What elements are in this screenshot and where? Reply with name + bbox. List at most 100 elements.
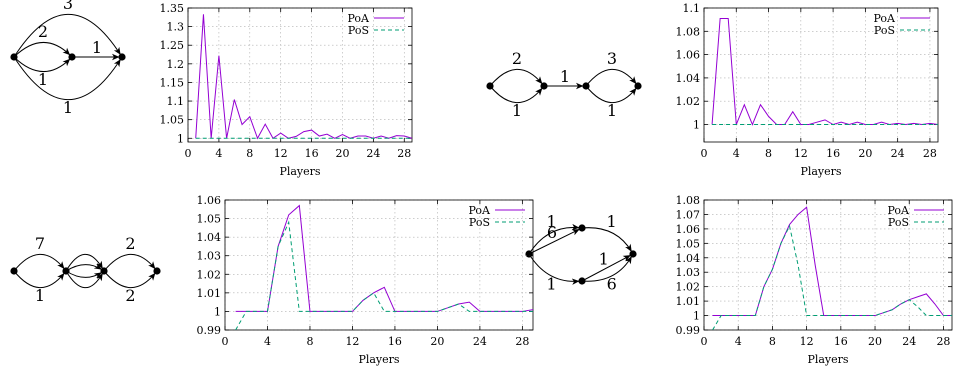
- y-tick-label: 1: [693, 119, 700, 132]
- y-tick-label: 1.06: [197, 194, 222, 207]
- x-axis-label: Players: [800, 165, 841, 178]
- x-tick-label: 12: [345, 335, 359, 348]
- graph-node: [578, 277, 586, 285]
- edge-cost-label: 1: [546, 212, 556, 231]
- edge-cost-label: 1: [599, 249, 609, 268]
- graph-node: [578, 224, 586, 232]
- x-tick-label: 28: [397, 147, 411, 160]
- series-line-poa: [711, 17, 938, 126]
- graph-node: [153, 267, 161, 275]
- graph-edge: [65, 262, 102, 272]
- x-tick-label: 4: [264, 335, 271, 348]
- x-tick-label: 8: [769, 335, 776, 348]
- series-line-pos: [235, 220, 533, 330]
- chart-bottom-right: 0 4 8 12 16 20 24 280.9911.011.021.031.041.051.…: [676, 194, 953, 366]
- legend-label-poa: PoA: [347, 12, 370, 25]
- x-tick-label: 16: [834, 335, 848, 348]
- graph-edge: [528, 223, 580, 255]
- graph-edge: [585, 68, 637, 87]
- y-tick-label: 1: [214, 305, 221, 318]
- chart-top-right: 0 4 8 12 16 20 24 28 1 1.02 1.04 1.06 1.08 1.1 Players…: [676, 2, 939, 178]
- x-tick-label: 20: [430, 335, 444, 348]
- x-tick-label: 4: [735, 335, 742, 348]
- series-line-poa: [195, 14, 412, 140]
- y-tick-label: 1.3: [167, 21, 185, 34]
- y-tick-label: 1.25: [160, 39, 185, 52]
- graph-edge: [65, 270, 103, 289]
- x-tick-label: 24: [366, 147, 380, 160]
- y-tick-label: 1.35: [160, 2, 185, 15]
- y-tick-label: 1: [177, 132, 184, 145]
- y-tick-label: 1.04: [676, 72, 701, 85]
- graph-node: [486, 82, 494, 90]
- graph-edge: [13, 42, 71, 58]
- graph-edge: [13, 270, 65, 289]
- x-tick-label: 16: [826, 147, 840, 160]
- y-tick-label: 0.99: [197, 324, 222, 337]
- graph-edge: [13, 14, 121, 58]
- graph-node: [634, 82, 642, 90]
- x-tick-label: 16: [388, 335, 402, 348]
- x-tick-label: 0: [222, 335, 229, 348]
- graph-edge: [528, 228, 580, 255]
- x-tick-label: 20: [868, 335, 882, 348]
- x-tick-label: 4: [215, 147, 222, 160]
- x-tick-label: 0: [701, 147, 708, 160]
- edge-cost-label: 1: [92, 38, 102, 57]
- graph-edge: [13, 56, 71, 72]
- series-line-pos: [712, 224, 952, 330]
- y-tick-label: 1.04: [197, 231, 222, 244]
- y-tick-label: 1.03: [197, 250, 222, 263]
- graph-edge: [585, 85, 637, 104]
- series-line-poa: [712, 206, 952, 317]
- legend-label-poa: PoA: [887, 204, 910, 217]
- legend-label-pos: PoS: [888, 216, 909, 229]
- x-tick-label: 12: [800, 335, 814, 348]
- x-tick-label: 24: [891, 147, 905, 160]
- plot-frame: [703, 7, 939, 143]
- y-tick-label: 1.07: [676, 208, 701, 221]
- x-tick-label: 28: [923, 147, 937, 160]
- x-tick-label: 4: [733, 147, 740, 160]
- graph-node: [10, 53, 18, 61]
- graph-2: 7 1 2 2: [10, 234, 161, 305]
- y-tick-label: 1.02: [197, 268, 222, 281]
- edge-cost-label: 2: [512, 49, 522, 68]
- graph-edge: [581, 254, 631, 282]
- plot-frame: [224, 199, 534, 331]
- graph-node: [68, 53, 76, 61]
- plot-frame: [187, 7, 413, 143]
- x-tick-label: 28: [515, 335, 529, 348]
- y-tick-label: 0.99: [676, 324, 701, 337]
- y-tick-label: 1: [693, 310, 700, 323]
- x-tick-label: 0: [701, 335, 708, 348]
- graph-edge: [13, 56, 121, 100]
- graph-edge: [528, 253, 580, 285]
- legend-label-pos: PoS: [469, 216, 490, 229]
- y-tick-label: 1.1: [683, 2, 701, 15]
- legend-label-poa: PoA: [873, 12, 896, 25]
- edge-cost-label: 1: [607, 101, 617, 120]
- x-tick-label: 0: [185, 147, 192, 160]
- edge-cost-label: 1: [35, 286, 45, 305]
- graph-edge: [65, 270, 102, 280]
- graph-node: [118, 53, 126, 61]
- x-tick-label: 8: [246, 147, 253, 160]
- y-tick-label: 1.06: [676, 49, 701, 62]
- edge-cost-label: 1: [606, 212, 616, 231]
- x-tick-label: 16: [305, 147, 319, 160]
- x-tick-label: 12: [274, 147, 288, 160]
- edge-cost-label: 1: [512, 101, 522, 120]
- edge-cost-label: 2: [38, 22, 48, 41]
- y-tick-label: 1.05: [160, 114, 185, 127]
- graph-1: 2 1 1 3 1: [486, 49, 642, 120]
- y-tick-label: 1.2: [167, 58, 185, 71]
- y-tick-label: 1.15: [160, 76, 185, 89]
- edge-cost-label: 2: [125, 286, 135, 305]
- y-tick-label: 1.08: [676, 194, 701, 207]
- graph-node: [540, 82, 548, 90]
- edge-cost-label: 6: [547, 223, 557, 242]
- y-tick-label: 1.04: [676, 252, 701, 265]
- edge-cost-label: 1: [560, 67, 570, 86]
